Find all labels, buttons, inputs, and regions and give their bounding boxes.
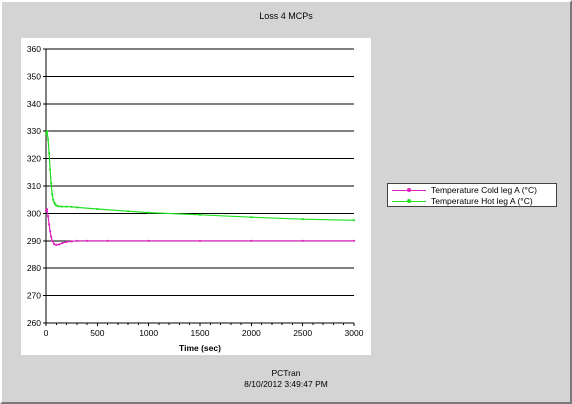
x-tick-label: 1000: [139, 328, 158, 338]
chart-title: Loss 4 MCPs: [259, 11, 313, 21]
data-point-hot-leg: [52, 198, 55, 201]
x-axis-label: Time (sec): [179, 343, 221, 353]
data-point-cold-leg: [147, 239, 150, 242]
y-tick-label: 280: [27, 263, 41, 273]
data-point-cold-leg: [352, 239, 356, 242]
data-point-cold-leg: [53, 242, 56, 246]
data-point-cold-leg: [46, 215, 50, 218]
data-point-cold-leg: [85, 239, 89, 242]
legend-label-cold-leg: Temperature Cold leg A (°C): [431, 185, 537, 195]
data-point-hot-leg: [60, 205, 63, 208]
y-tick-label: 350: [27, 71, 41, 81]
data-point-cold-leg: [58, 243, 61, 246]
data-point-hot-leg: [51, 193, 54, 196]
data-point-cold-leg: [47, 223, 51, 226]
data-point-cold-leg: [301, 239, 304, 242]
data-point-cold-leg: [106, 239, 109, 242]
y-tick-label: 300: [27, 208, 41, 218]
data-point-cold-leg: [50, 235, 53, 238]
x-tick-label: 0: [44, 328, 49, 338]
data-point-cold-leg: [55, 243, 58, 247]
data-point-hot-leg: [47, 152, 51, 155]
y-tick-label: 340: [27, 99, 41, 109]
data-point-hot-leg: [53, 201, 56, 204]
data-point-hot-leg: [45, 130, 49, 133]
data-point-hot-leg: [127, 210, 130, 213]
legend: Temperature Cold leg A (°C) Temperature …: [387, 183, 557, 207]
data-point-hot-leg: [301, 218, 304, 221]
y-tick-label: 310: [27, 181, 41, 191]
x-tick-label: 2000: [242, 328, 261, 338]
data-point-cold-leg: [49, 230, 52, 233]
data-point-hot-leg: [250, 216, 253, 219]
data-point-hot-leg: [70, 205, 73, 208]
y-tick-label: 260: [27, 318, 41, 328]
data-point-hot-leg: [75, 206, 78, 209]
x-tick-label: 500: [90, 328, 104, 338]
data-point-cold-leg: [51, 239, 54, 242]
data-point-cold-leg: [198, 239, 202, 242]
data-point-cold-leg: [61, 241, 64, 245]
data-point-hot-leg: [44, 132, 48, 136]
legend-label-hot-leg: Temperature Hot leg A (°C): [431, 196, 533, 206]
legend-marker-cold-leg: [407, 188, 411, 192]
series-line-hot-leg: [45, 130, 355, 221]
data-point-cold-leg: [250, 239, 253, 242]
data-point-hot-leg: [147, 211, 150, 214]
data-point-hot-leg: [65, 205, 68, 208]
footer-app-name: PCTran: [271, 368, 301, 378]
y-tick-label: 320: [27, 154, 41, 164]
data-point-hot-leg: [96, 207, 99, 211]
y-tick-label: 270: [27, 291, 41, 301]
footer: PCTran 8/10/2012 3:49:47 PM: [0, 368, 572, 390]
y-tick-label: 330: [27, 126, 41, 136]
data-point-hot-leg: [50, 182, 53, 185]
data-point-cold-leg: [45, 208, 49, 211]
data-point-hot-leg: [57, 205, 60, 208]
legend-marker-hot-leg: [407, 199, 411, 203]
x-tick-label: 3000: [345, 328, 364, 338]
data-point-cold-leg: [65, 240, 68, 243]
data-point-cold-leg: [70, 240, 73, 243]
chart-svg: 260 270 280 290 300 310 320 330 340 350 360 0 500 100…: [27, 44, 364, 353]
y-tick-label: 360: [27, 44, 41, 54]
legend-item-hot-leg: Temperature Hot leg A (°C): [388, 196, 556, 207]
x-tick-label: 2500: [293, 328, 312, 338]
legend-item-cold-leg: Temperature Cold leg A (°C): [388, 185, 556, 196]
data-point-hot-leg: [55, 204, 58, 207]
y-tick-label: 290: [27, 236, 41, 246]
plot-panel: 260 270 280 290 300 310 320 330 340 350 360 0 500 100…: [21, 38, 371, 355]
footer-timestamp: 8/10/2012 3:49:47 PM: [244, 379, 328, 389]
data-point-cold-leg: [75, 239, 78, 242]
data-point-hot-leg: [198, 213, 202, 216]
data-point-hot-leg: [49, 168, 52, 171]
x-tick-label: 1500: [191, 328, 210, 338]
data-point-hot-leg: [352, 219, 356, 222]
data-point-hot-leg: [46, 138, 50, 141]
